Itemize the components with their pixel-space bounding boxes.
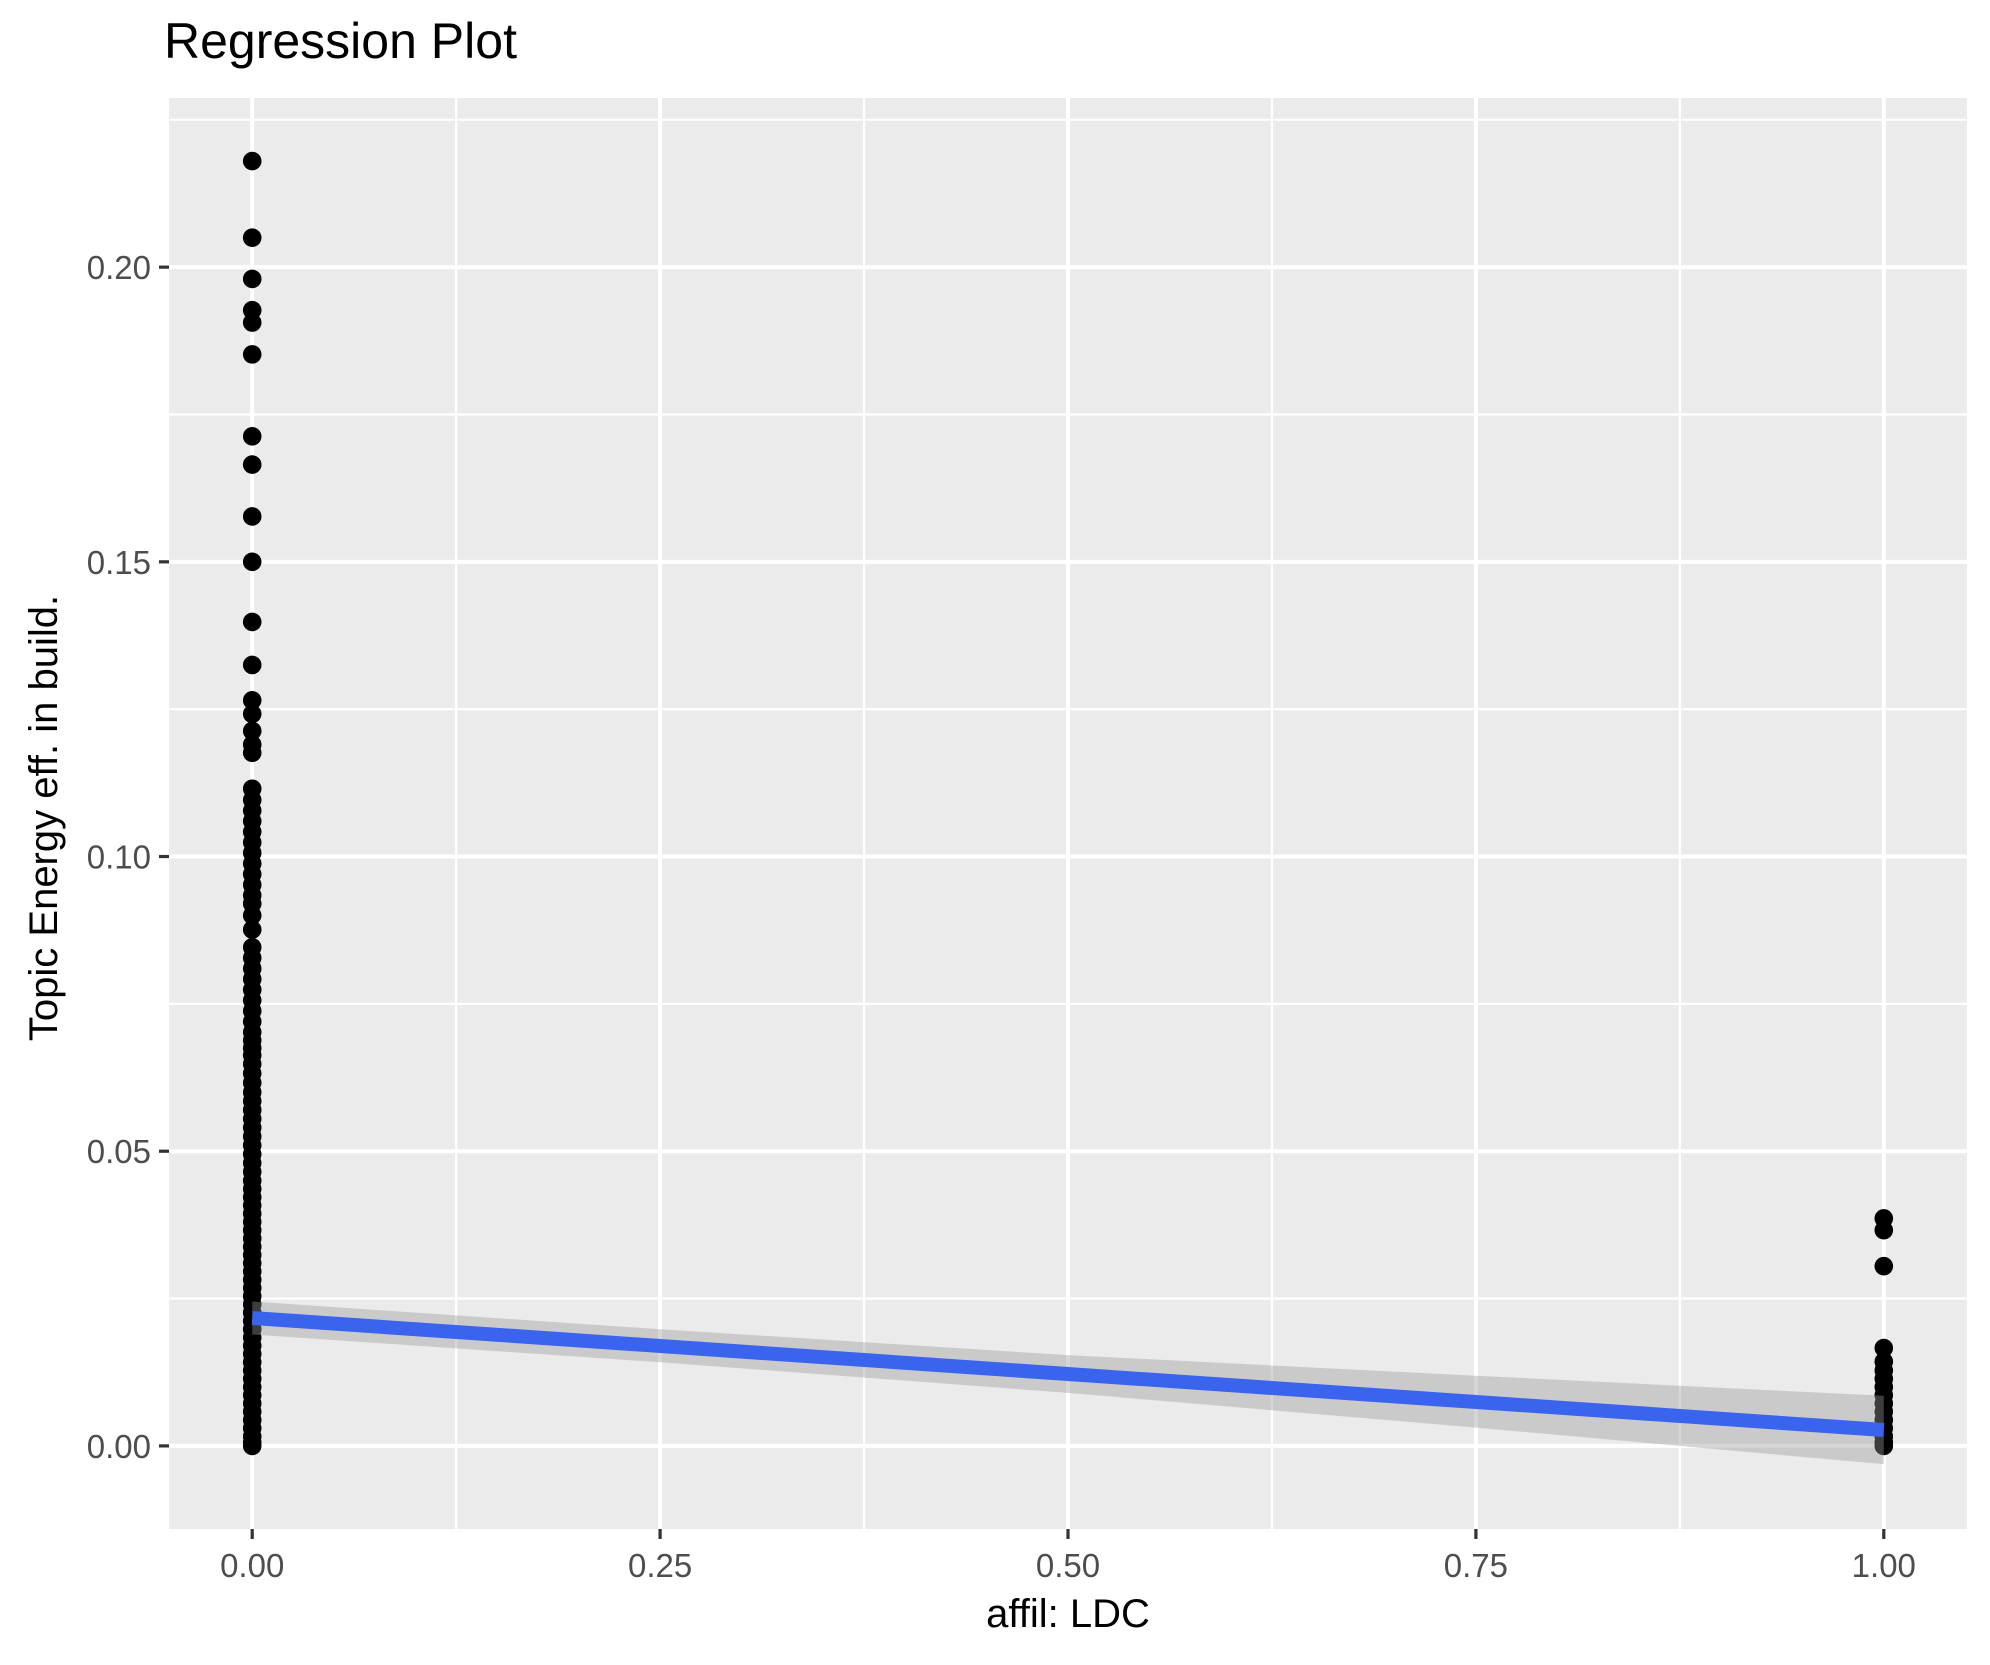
y-tick-label: 0.10 xyxy=(87,839,151,876)
x-tick-label: 0.50 xyxy=(1036,1547,1100,1584)
plot-title: Regression Plot xyxy=(164,13,517,69)
data-point xyxy=(242,906,262,925)
data-point xyxy=(242,552,262,572)
y-tick-label: 0.05 xyxy=(87,1133,151,1170)
data-point xyxy=(242,228,262,247)
x-tick-label: 0.75 xyxy=(1444,1547,1508,1584)
y-tick-label: 0.20 xyxy=(87,249,151,286)
data-point xyxy=(242,427,262,446)
data-point xyxy=(242,1436,262,1456)
data-point xyxy=(242,151,262,171)
data-point xyxy=(242,920,262,939)
data-point xyxy=(242,345,262,364)
regression-line xyxy=(251,1311,1885,1437)
data-point xyxy=(242,655,262,675)
data-point xyxy=(1874,1256,1894,1276)
data-point xyxy=(242,507,262,526)
x-axis-title: affil: LDC xyxy=(986,1592,1150,1636)
data-point xyxy=(242,313,262,332)
y-axis-title: Topic Energy eff. in build. xyxy=(22,594,66,1042)
data-point xyxy=(242,743,262,763)
x-tick-label: 0.25 xyxy=(628,1547,692,1584)
data-point xyxy=(242,721,262,741)
data-point xyxy=(1874,1220,1894,1240)
data-point xyxy=(1874,1338,1894,1358)
x-tick-label: 1.00 xyxy=(1852,1547,1916,1584)
data-point xyxy=(242,269,262,289)
x-tick-label: 0.00 xyxy=(220,1547,284,1584)
data-point xyxy=(242,455,262,474)
data-point xyxy=(242,691,262,710)
y-tick-label: 0.00 xyxy=(87,1428,151,1465)
data-point xyxy=(242,612,262,632)
y-tick-label: 0.15 xyxy=(87,544,151,581)
data-point xyxy=(1874,1436,1894,1456)
data-point xyxy=(242,704,262,724)
